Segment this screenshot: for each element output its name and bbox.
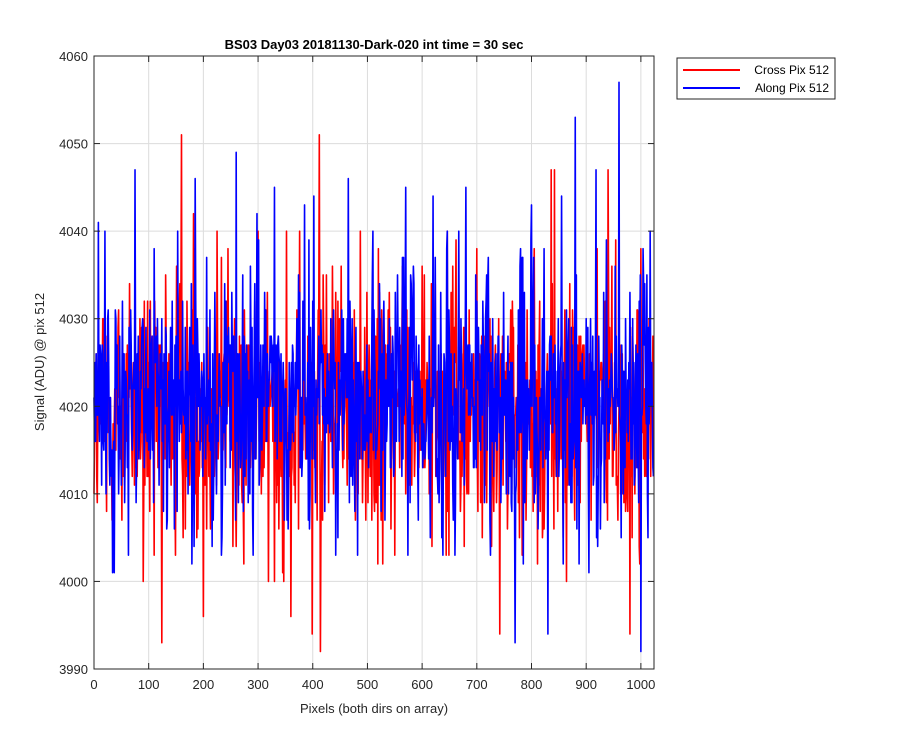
ticks: 0 100 200 300 400 500 600 700 800 900 1000 3990 4000… — [59, 49, 655, 692]
series-line-along-pix-512 — [93, 81, 655, 653]
x-tick-label: 400 — [302, 677, 324, 692]
y-tick-label: 4050 — [59, 137, 88, 152]
y-axis-label: Signal (ADU) @ pix 512 — [32, 293, 47, 431]
chart-title: BS03 Day03 20181130-Dark-020 int time = … — [225, 37, 524, 52]
x-tick-label: 200 — [193, 677, 215, 692]
y-tick-label: 4010 — [59, 487, 88, 502]
y-tick-label: 3990 — [59, 662, 88, 677]
y-tick-label: 4000 — [59, 574, 88, 589]
x-tick-label: 700 — [466, 677, 488, 692]
x-tick-label: 900 — [575, 677, 597, 692]
data-lines — [93, 81, 655, 653]
y-tick-label: 4030 — [59, 312, 88, 327]
x-tick-label: 0 — [90, 677, 97, 692]
legend-box — [676, 57, 836, 100]
x-tick-label: 600 — [411, 677, 433, 692]
x-tick-label: 300 — [247, 677, 269, 692]
y-tick-label: 4040 — [59, 224, 88, 239]
axes-box — [93, 55, 655, 670]
x-axis-label: Pixels (both dirs on array) — [300, 701, 448, 716]
x-tick-label: 100 — [138, 677, 160, 692]
legend: Cross Pix 512 Along Pix 512 — [676, 57, 836, 100]
y-tick-label: 4020 — [59, 399, 88, 414]
legend-label-cross: Cross Pix 512 — [754, 63, 829, 77]
legend-label-along: Along Pix 512 — [755, 81, 829, 95]
y-tick-label: 4060 — [59, 49, 88, 64]
x-tick-label: 800 — [521, 677, 543, 692]
x-tick-label: 500 — [357, 677, 379, 692]
x-tick-label: 1000 — [626, 677, 655, 692]
